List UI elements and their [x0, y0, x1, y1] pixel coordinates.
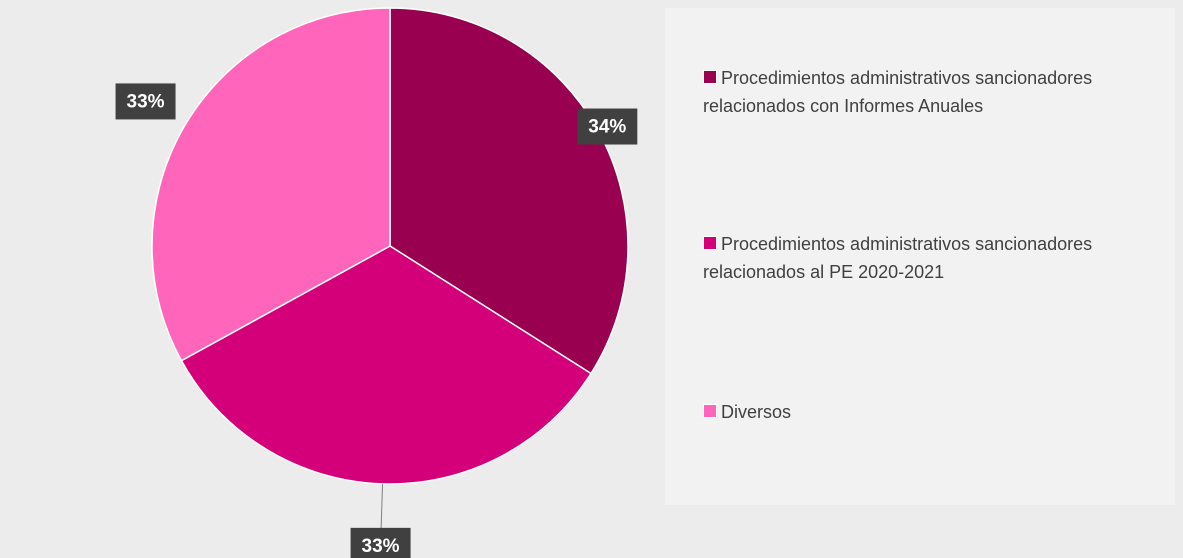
legend-label: Procedimientos administrativos sancionad…	[703, 68, 1093, 116]
data-label: 33%	[127, 91, 165, 112]
legend-entry: Diversos	[703, 398, 1173, 426]
legend-label: Procedimientos administrativos sancionad…	[703, 234, 1093, 282]
legend-entry: Procedimientos administrativos sancionad…	[703, 230, 1173, 286]
legend-swatch	[703, 70, 717, 84]
label-box	[350, 527, 411, 558]
label-box	[115, 83, 176, 120]
legend: Procedimientos administrativos sancionad…	[665, 8, 1175, 505]
data-label: 33%	[362, 536, 400, 557]
legend-label: Diversos	[721, 402, 792, 422]
pie-slice	[180, 245, 592, 485]
legend-swatch	[703, 236, 717, 250]
pie-slice	[151, 7, 391, 362]
label-box	[577, 108, 638, 145]
legend-entry: Procedimientos administrativos sancionad…	[703, 64, 1173, 120]
legend-swatch	[703, 404, 717, 418]
data-label: 34%	[588, 117, 626, 138]
leader-line	[380, 483, 384, 534]
